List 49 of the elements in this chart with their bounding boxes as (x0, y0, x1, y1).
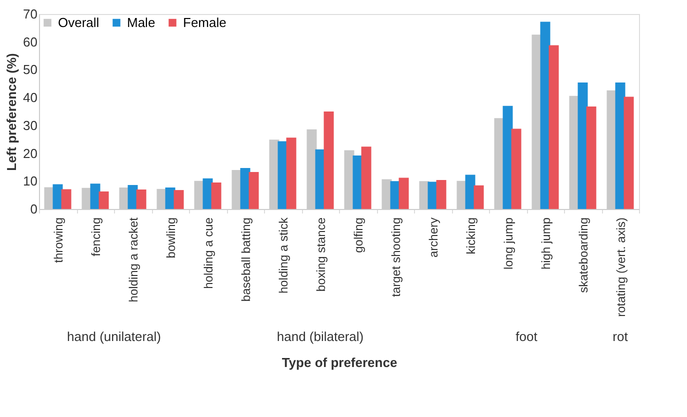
bar (586, 106, 596, 209)
text: hand (unilateral) (67, 329, 161, 344)
bar (361, 146, 372, 209)
y-tick-label: 50 (23, 62, 38, 78)
legend-label: Male (127, 14, 156, 30)
x-tick-label: boxing stance (314, 217, 328, 292)
y-tick-label: 40 (23, 90, 38, 106)
y-tick-label: 10 (23, 174, 38, 189)
bar (511, 128, 522, 209)
bar (624, 96, 634, 209)
legend-label: Female (183, 14, 226, 30)
text: hand (bilateral) (276, 329, 364, 344)
bar (324, 112, 334, 209)
bar (436, 180, 446, 209)
x-tick-label: high jump (538, 217, 553, 270)
y-tick-label: 0 (30, 202, 38, 216)
bar (248, 172, 259, 209)
x-tick-label: baseball batting (238, 218, 253, 302)
x-tick-label: golfing (351, 218, 366, 253)
x-tick-label: target shooting (388, 218, 403, 297)
y-axis-title: Left preference (%) (4, 53, 20, 171)
bar (286, 138, 296, 209)
y-tick-label: 70 (23, 6, 38, 22)
x-tick-label: throwing (51, 218, 66, 263)
bar (174, 190, 184, 209)
x-tick-label: holding a racket (126, 216, 140, 302)
x-tick-label: fencing (88, 218, 103, 256)
bar (548, 45, 559, 209)
bar (136, 190, 146, 209)
x-tick-label: rotating (vert. axis) (614, 218, 628, 317)
x-tick-label: long jump (501, 217, 516, 270)
x-tick-label: kicking (464, 218, 478, 254)
x-axis-title: Type of preference (282, 354, 398, 370)
bar (211, 182, 222, 209)
bar (98, 191, 109, 209)
x-tick-label: skateboarding (576, 218, 590, 293)
legend-label: Overall (58, 14, 100, 30)
x-tick-label: archery (426, 218, 440, 258)
bar (474, 185, 484, 209)
x-tick-label: bowling (164, 218, 178, 258)
x-tick-label: holding a cue (201, 217, 216, 289)
bar (61, 189, 72, 209)
y-tick-label: 20 (23, 146, 38, 161)
text: rot (612, 329, 628, 344)
y-tick-label: 60 (23, 34, 38, 50)
text: foot (516, 329, 538, 344)
y-tick-label: 30 (23, 118, 38, 133)
x-tick-label: holding a stick (276, 216, 290, 294)
bar (398, 178, 409, 209)
